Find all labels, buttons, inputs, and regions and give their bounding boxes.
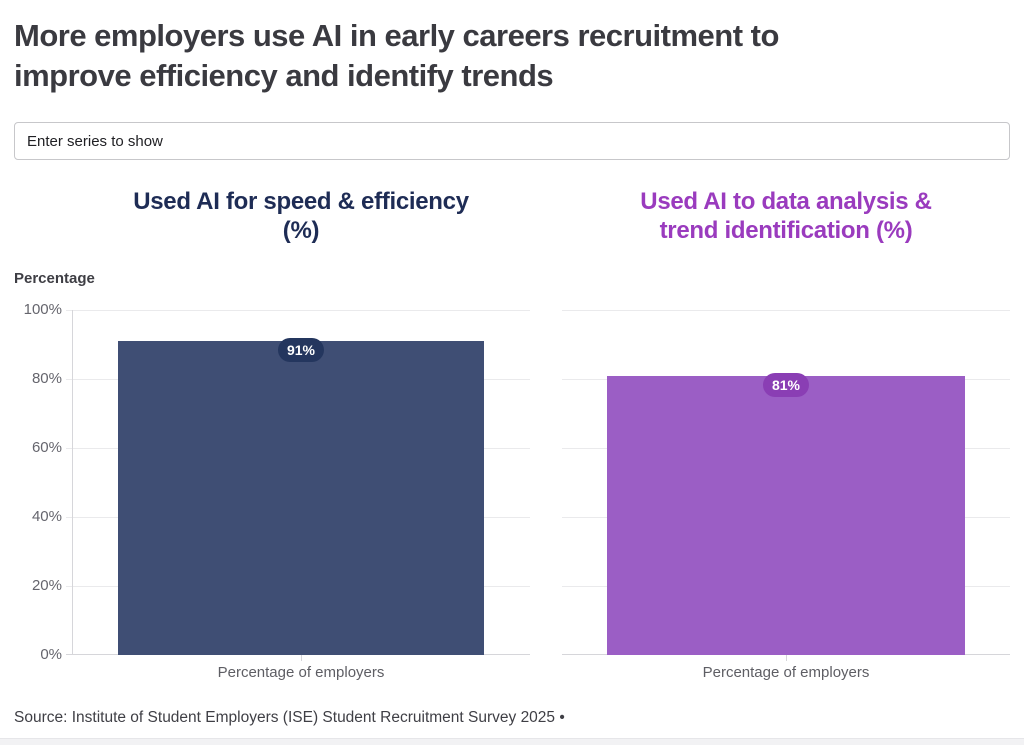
x-category-label: Percentage of employers bbox=[217, 664, 385, 681]
y-tick-40: 40% bbox=[31, 508, 62, 525]
panel-title-speed-efficiency: Used AI for speed & efficiency (%) bbox=[133, 188, 469, 244]
x-category-label: Percentage of employers bbox=[702, 664, 870, 681]
y-axis-line bbox=[72, 310, 73, 655]
chart-headline: More employers use AI in early careers r… bbox=[14, 16, 994, 96]
y-tick-60: 60% bbox=[31, 439, 62, 456]
bar-value-label: 81% bbox=[762, 372, 809, 397]
x-axis-tick bbox=[786, 655, 787, 661]
y-axis-label: Percentage bbox=[14, 270, 95, 287]
y-tick-100: 100% bbox=[23, 301, 62, 318]
headline-line-2: improve efficiency and identify trends bbox=[14, 58, 554, 93]
bar-value-label: 91% bbox=[277, 338, 324, 363]
plot-panel-speed-efficiency: 91% bbox=[66, 310, 530, 661]
y-tick-20: 20% bbox=[31, 577, 62, 594]
y-tick-0: 0% bbox=[40, 646, 62, 663]
bar-data-analysis[interactable]: 81% bbox=[606, 372, 966, 655]
headline-line-1: More employers use AI in early careers r… bbox=[14, 18, 779, 53]
footer-strip bbox=[0, 738, 1024, 745]
series-filter-input[interactable] bbox=[14, 122, 1010, 160]
bar-speed-efficiency[interactable]: 91% bbox=[117, 338, 485, 655]
x-axis-tick bbox=[301, 655, 302, 661]
gridline-100 bbox=[562, 310, 1010, 311]
panel-title-data-analysis: Used AI to data analysis & trend identif… bbox=[640, 188, 932, 244]
source-credit: Source: Institute of Student Employers (… bbox=[14, 709, 565, 726]
y-tick-80: 80% bbox=[31, 370, 62, 387]
plot-panel-data-analysis: 81% bbox=[562, 310, 1010, 661]
gridline-100 bbox=[66, 310, 530, 311]
